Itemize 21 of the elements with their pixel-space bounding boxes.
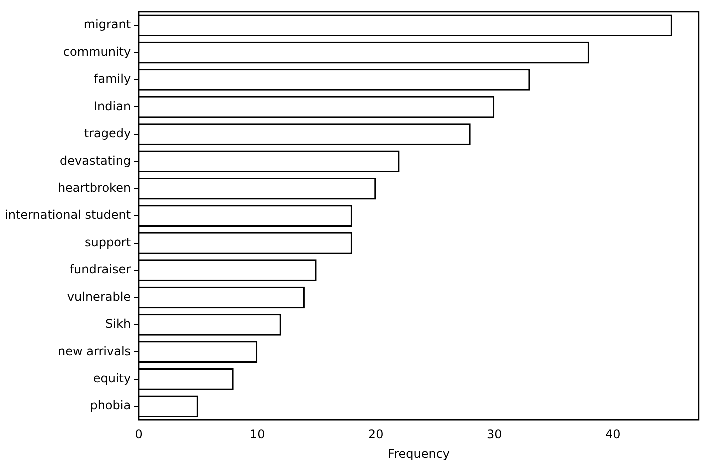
y-tick-label: Indian xyxy=(94,99,132,114)
y-tick-label: community xyxy=(63,44,132,59)
x-tick-label: 40 xyxy=(605,428,621,442)
y-tick-label: devastating xyxy=(60,154,132,168)
y-tick-label: phobia xyxy=(90,398,132,413)
x-axis-title: Frequency xyxy=(388,446,450,461)
x-tick-label: 30 xyxy=(486,428,502,442)
x-tick-label: 10 xyxy=(250,428,266,442)
y-tick-label: vulnerable xyxy=(67,290,132,304)
y-tick-label: international student xyxy=(4,208,132,222)
y-tick-label: tragedy xyxy=(84,126,132,141)
y-tick-label: heartbroken xyxy=(58,181,132,196)
y-tick-label: migrant xyxy=(84,18,132,32)
y-tick-label: new arrivals xyxy=(58,344,132,358)
y-tick-label: support xyxy=(84,235,132,250)
x-tick-label: 20 xyxy=(368,428,384,442)
y-tick-label: equity xyxy=(93,372,132,386)
y-tick-label: fundraiser xyxy=(70,262,132,277)
y-tick-label: Sikh xyxy=(106,317,132,332)
x-tick-label: 0 xyxy=(135,428,143,442)
y-tick-label: family xyxy=(94,72,132,86)
